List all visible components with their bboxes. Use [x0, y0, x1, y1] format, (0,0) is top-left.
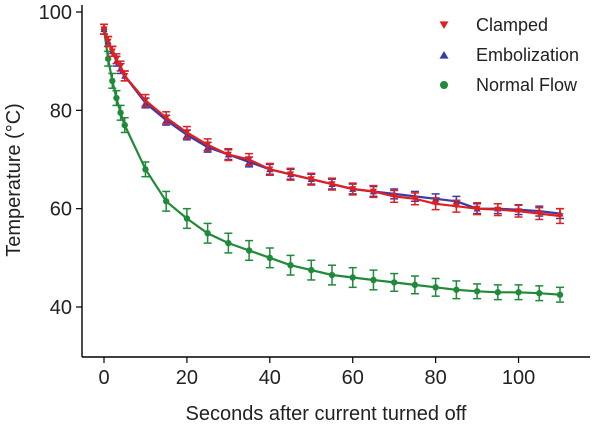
series-line: [102, 29, 561, 296]
y-axis-title: Temperature (°C): [3, 103, 25, 257]
data-point: [225, 239, 232, 247]
x-ticks: 0 20 40 60 80 100: [98, 357, 535, 389]
data-point: [369, 188, 378, 195]
data-point: [162, 114, 170, 121]
data-point: [112, 55, 121, 62]
data-point: [204, 230, 211, 237]
data-point: [473, 205, 481, 212]
data-point: [473, 288, 481, 295]
x-tick-label: 60: [342, 367, 364, 389]
data-point: [453, 286, 460, 293]
x-axis-title: Seconds after current turned off: [186, 403, 467, 425]
legend-item-normal-flow: Normal Flow: [440, 75, 578, 95]
legend-label: Normal Flow: [476, 75, 578, 95]
data-point: [266, 166, 274, 173]
y-tick-label: 60: [50, 199, 72, 221]
series-clamped: [100, 23, 564, 225]
axes: [81, 5, 590, 358]
data-point: [104, 38, 112, 45]
legend-item-clamped: Clamped: [439, 15, 548, 35]
data-point: [535, 210, 543, 217]
x-tick-label: 0: [98, 367, 109, 389]
data-point: [287, 262, 294, 269]
data-point: [432, 200, 440, 207]
x-tick-label: 40: [259, 367, 281, 389]
data-point: [494, 206, 502, 213]
data-point: [370, 276, 377, 284]
legend: Clamped Embolization Normal Flow: [439, 15, 579, 95]
data-point: [515, 289, 522, 296]
data-point: [494, 289, 502, 296]
data-point: [349, 274, 356, 281]
legend-marker: [439, 50, 449, 59]
legend-label: Clamped: [476, 15, 548, 35]
data-point: [328, 181, 336, 188]
y-tick-label: 80: [50, 100, 72, 122]
data-point: [432, 284, 439, 291]
data-point: [113, 94, 120, 102]
data-point: [224, 151, 232, 158]
y-tick-label: 100: [39, 2, 72, 24]
legend-item-embolization: Embolization: [439, 45, 579, 65]
data-point: [141, 97, 150, 104]
data-point: [514, 208, 523, 215]
data-point: [204, 141, 212, 148]
data-point: [349, 186, 357, 193]
data-point: [104, 55, 112, 62]
x-tick-label: 100: [502, 367, 535, 389]
data-point: [116, 63, 125, 70]
data-point: [556, 291, 564, 298]
data-point: [452, 203, 460, 210]
data-point: [411, 281, 419, 289]
data-point: [100, 26, 108, 33]
data-point: [117, 109, 124, 116]
data-point: [142, 166, 149, 173]
data-point: [308, 266, 315, 274]
data-point: [245, 156, 253, 163]
legend-label: Embolization: [476, 45, 579, 65]
data-point: [556, 213, 564, 220]
data-point: [245, 247, 253, 254]
legend-marker: [440, 81, 448, 89]
data-point: [183, 215, 191, 222]
x-tick-label: 20: [176, 367, 198, 389]
x-tick-label: 80: [425, 367, 447, 389]
data-point: [266, 254, 274, 262]
data-point: [307, 176, 315, 183]
y-ticks: 40 60 80 100: [39, 2, 82, 319]
data-point: [109, 77, 116, 85]
legend-marker: [439, 21, 449, 30]
data-point: [121, 121, 128, 129]
data-point: [536, 290, 543, 297]
data-point: [121, 73, 129, 80]
data-point: [286, 171, 295, 178]
data-point: [108, 48, 116, 55]
data-point: [411, 195, 419, 203]
series-layer: [100, 23, 564, 303]
data-point: [162, 198, 170, 205]
y-tick-label: 40: [50, 297, 72, 319]
data-point: [390, 193, 398, 200]
data-point: [328, 271, 336, 279]
series-normal-flow: [100, 23, 564, 303]
data-point: [390, 279, 398, 286]
data-point: [183, 129, 191, 136]
